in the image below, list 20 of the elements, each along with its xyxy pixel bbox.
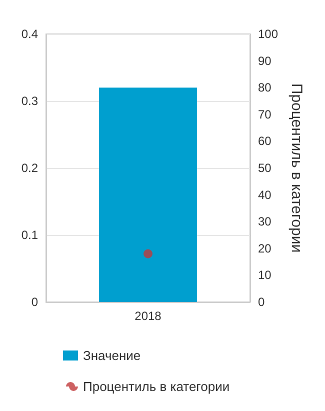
y2-tick-label: 90 [258, 54, 272, 68]
y2-tick-label: 50 [258, 161, 272, 175]
y2-tick-label: 70 [258, 107, 272, 122]
y2-tick-label: 0 [258, 295, 265, 309]
y2-tick-label: 10 [258, 268, 272, 282]
y-tick-label: 0.1 [21, 228, 38, 242]
x-tick-label: 2018 [134, 309, 162, 323]
legend-label: Процентиль в категории [83, 379, 230, 394]
y2-tick-label: 30 [258, 214, 272, 229]
y-tick-label: 0 [31, 295, 38, 309]
y2-tick-label: 60 [258, 134, 272, 148]
y-tick-label: 0.2 [21, 161, 38, 175]
y2-tick-label: 80 [258, 80, 272, 95]
y2-tick-label: 40 [258, 188, 272, 202]
y2-axis-title: Процентиль в категории [288, 83, 305, 253]
y2-tick-label: 100 [258, 27, 278, 41]
y2-tick-label: 20 [258, 241, 272, 256]
y-tick-label: 0.4 [21, 27, 38, 41]
legend-label: Значение [83, 348, 141, 363]
y-tick-label: 0.3 [21, 94, 38, 108]
